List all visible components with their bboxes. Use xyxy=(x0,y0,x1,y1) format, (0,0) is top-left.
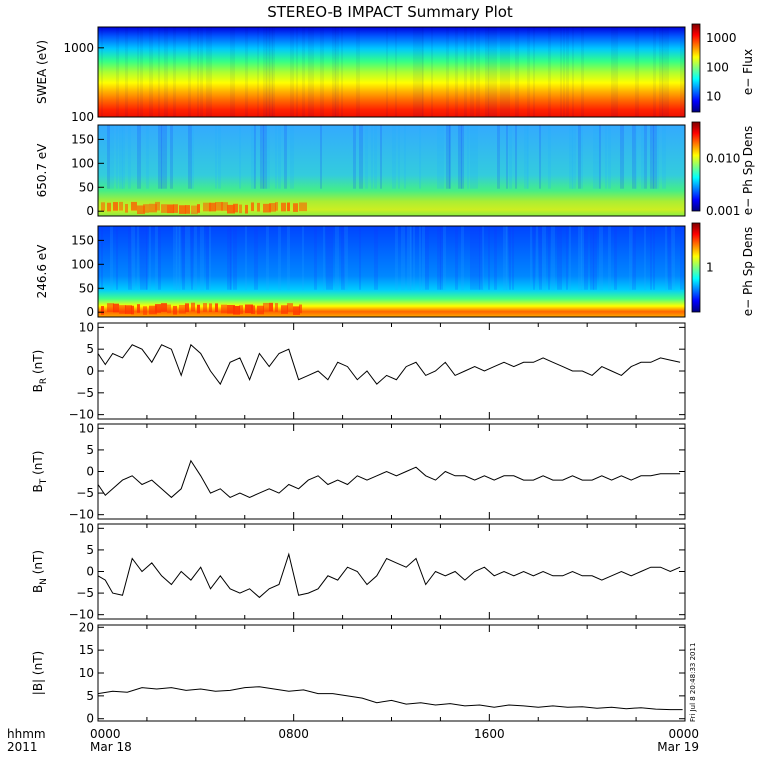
x-tick-label: 0000 xyxy=(90,727,121,741)
y-tick-label: 50 xyxy=(79,281,94,295)
line-panel-frame xyxy=(97,624,686,722)
spectrogram-frame xyxy=(97,26,686,118)
y-tick-label: 10 xyxy=(79,521,94,535)
colorbar-tick-label: 10 xyxy=(706,90,721,104)
y-axis-label: 246.6 eV xyxy=(35,244,49,299)
y-tick-label: 0 xyxy=(86,305,94,319)
spectrogram-texture xyxy=(101,27,685,117)
line-panel-Bmag: 0 5 10 15 20 |B| (nT) xyxy=(31,620,686,726)
line-panels-layer: −10 −5 0 5 10 BR (nT) −10 −5 0 5 10 BT (nT) −10 −5 0 5 1… xyxy=(31,320,686,726)
y-tick-label: 150 xyxy=(71,233,94,247)
colorbar-label: e− Ph Sp Dens xyxy=(741,227,755,316)
colorbar-3: 1 e− Ph Sp Dens xyxy=(691,222,755,316)
series-line-BR xyxy=(97,343,681,386)
y-tick-label: 0 xyxy=(86,712,94,726)
spectrogram-image xyxy=(98,27,685,117)
x-label-year: 2011 xyxy=(7,740,38,754)
y-tick-label: 150 xyxy=(71,132,94,146)
y-axis-label: SWEA (eV) xyxy=(35,40,49,104)
y-tick-label: 10 xyxy=(79,421,94,435)
colorbar-tick-label: 1000 xyxy=(706,31,737,45)
y-tick-label: 0 xyxy=(86,204,94,218)
y-tick-label: 5 xyxy=(86,342,94,356)
spectrogram-image xyxy=(98,125,685,216)
x-tick-label: 0000 xyxy=(668,727,699,741)
y-tick-label: −5 xyxy=(76,586,94,600)
y-tick-label: −5 xyxy=(76,486,94,500)
colorbar-bar xyxy=(691,23,701,113)
colorbar-2: 0.001 0.010 e− Ph Sp Dens xyxy=(691,121,755,218)
spectrogram-texture xyxy=(98,226,684,315)
y-tick-label: 50 xyxy=(79,180,94,194)
colorbar-label: e− Ph Sp Dens xyxy=(741,126,755,215)
y-axis-label: 650.7 eV xyxy=(35,143,49,198)
y-tick-label: 5 xyxy=(86,543,94,557)
spectrogram-texture xyxy=(101,125,666,215)
colorbar-label: e− Flux xyxy=(741,49,755,95)
spectrogram-frame xyxy=(97,225,686,318)
chart-title: STEREO-B IMPACT Summary Plot xyxy=(267,3,513,21)
y-tick-label: −10 xyxy=(69,508,94,522)
colorbar-1: 10 100 1000 e− Flux xyxy=(691,23,755,113)
y-tick-label: 100 xyxy=(71,257,94,271)
x-label-hhmm: hhmm xyxy=(7,727,46,741)
y-tick-label: 5 xyxy=(86,689,94,703)
y-tick-label: 0 xyxy=(86,565,94,579)
y-tick-label: 100 xyxy=(71,110,94,124)
y-tick-label: −5 xyxy=(76,386,94,400)
y-tick-label: 0 xyxy=(86,465,94,479)
line-panel-BN: −10 −5 0 5 10 BN (nT) xyxy=(31,521,686,622)
y-axis-label: |B| (nT) xyxy=(31,651,45,695)
x-tick-date: Mar 19 xyxy=(657,740,699,754)
colorbar-bar xyxy=(691,222,701,313)
spectrogram-panel-3: 0 50 100 150 246.6 eV 1 e− Ph Sp Dens xyxy=(35,222,755,319)
line-panel-BT: −10 −5 0 5 10 BT (nT) xyxy=(31,421,686,522)
line-panel-BR: −10 −5 0 5 10 BR (nT) xyxy=(31,320,686,422)
y-tick-label: 20 xyxy=(79,620,94,634)
series-line-Bmag xyxy=(97,686,683,711)
series-line-BN xyxy=(97,552,681,599)
spectrogram-panel-1: 100 1000 SWEA (eV) 10 100 1000 e− Flux xyxy=(35,23,755,124)
y-tick-label: 1000 xyxy=(63,41,94,55)
colorbar-tick-label: 0.001 xyxy=(706,204,740,218)
y-tick-label: −10 xyxy=(69,408,94,422)
x-tick-date: Mar 18 xyxy=(90,740,132,754)
x-tick-label: 0800 xyxy=(278,727,309,741)
y-tick-label: 100 xyxy=(71,156,94,170)
y-tick-label: 10 xyxy=(79,666,94,680)
y-axis-label: BN (nT) xyxy=(31,550,49,593)
y-tick-label: 0 xyxy=(86,364,94,378)
series-line-BT xyxy=(97,459,681,499)
spectrogram-frame xyxy=(97,124,686,217)
y-tick-label: 5 xyxy=(86,443,94,457)
y-tick-label: −10 xyxy=(69,608,94,622)
line-panel-frame xyxy=(97,423,686,520)
y-axis-label: BT (nT) xyxy=(31,451,49,493)
y-tick-label: 15 xyxy=(79,643,94,657)
y-tick-label: 10 xyxy=(79,320,94,334)
colorbar-tick-label: 0.010 xyxy=(706,152,740,166)
y-axis-label: BR (nT) xyxy=(31,350,49,393)
line-panel-frame xyxy=(97,523,686,620)
spectrogram-panel-2: 0 50 100 150 650.7 eV 0.001 0.010 e− Ph Sp Dens xyxy=(35,121,755,218)
x-tick-label: 1600 xyxy=(474,727,505,741)
colorbar-tick-label: 100 xyxy=(706,60,729,74)
spectrogram-image xyxy=(98,226,685,317)
colorbar-tick-label: 1 xyxy=(706,261,714,275)
timestamp-label: Fri Jul 8 20:48:33 2011 xyxy=(689,643,697,722)
colorbar-bar xyxy=(691,121,701,212)
